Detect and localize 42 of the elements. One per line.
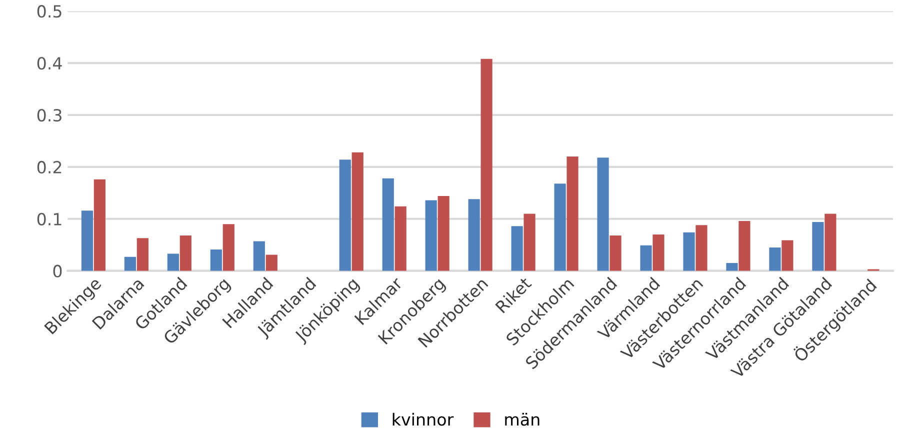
y-tick-label: 0.2 <box>37 160 62 174</box>
bar <box>511 226 523 271</box>
bar <box>610 236 622 271</box>
bar <box>425 200 437 271</box>
bar <box>683 232 695 271</box>
bar <box>352 152 364 271</box>
bar <box>438 196 450 271</box>
bar <box>597 158 609 271</box>
bar <box>124 256 136 271</box>
bar <box>253 241 265 271</box>
bar <box>726 263 738 271</box>
bar <box>468 199 480 271</box>
bar <box>382 178 394 271</box>
bar <box>136 238 148 271</box>
bar <box>180 236 192 271</box>
y-tick-label: 0.3 <box>37 108 62 122</box>
bar <box>640 245 652 271</box>
bar <box>266 254 278 271</box>
y-tick-label: 0.4 <box>37 57 62 70</box>
bar <box>394 206 406 271</box>
bar <box>566 156 578 271</box>
bar <box>652 234 664 271</box>
bar <box>696 225 708 271</box>
bar <box>524 214 536 271</box>
bar <box>812 222 824 271</box>
y-tick-label: 0 <box>53 264 62 278</box>
bar <box>81 210 94 271</box>
legend-label: kvinnor <box>392 412 454 426</box>
bar <box>167 254 179 271</box>
bar <box>782 240 794 271</box>
bar <box>554 184 566 271</box>
y-tick-label: 0.1 <box>37 212 62 226</box>
bar <box>738 220 750 271</box>
bar <box>94 179 106 271</box>
bar <box>480 58 492 271</box>
bar <box>222 224 234 271</box>
bar <box>339 160 351 271</box>
bar <box>769 247 781 271</box>
legend-label: män <box>505 412 540 426</box>
bar <box>824 214 836 271</box>
y-tick-label: 0.5 <box>37 5 62 18</box>
bar <box>210 250 222 271</box>
